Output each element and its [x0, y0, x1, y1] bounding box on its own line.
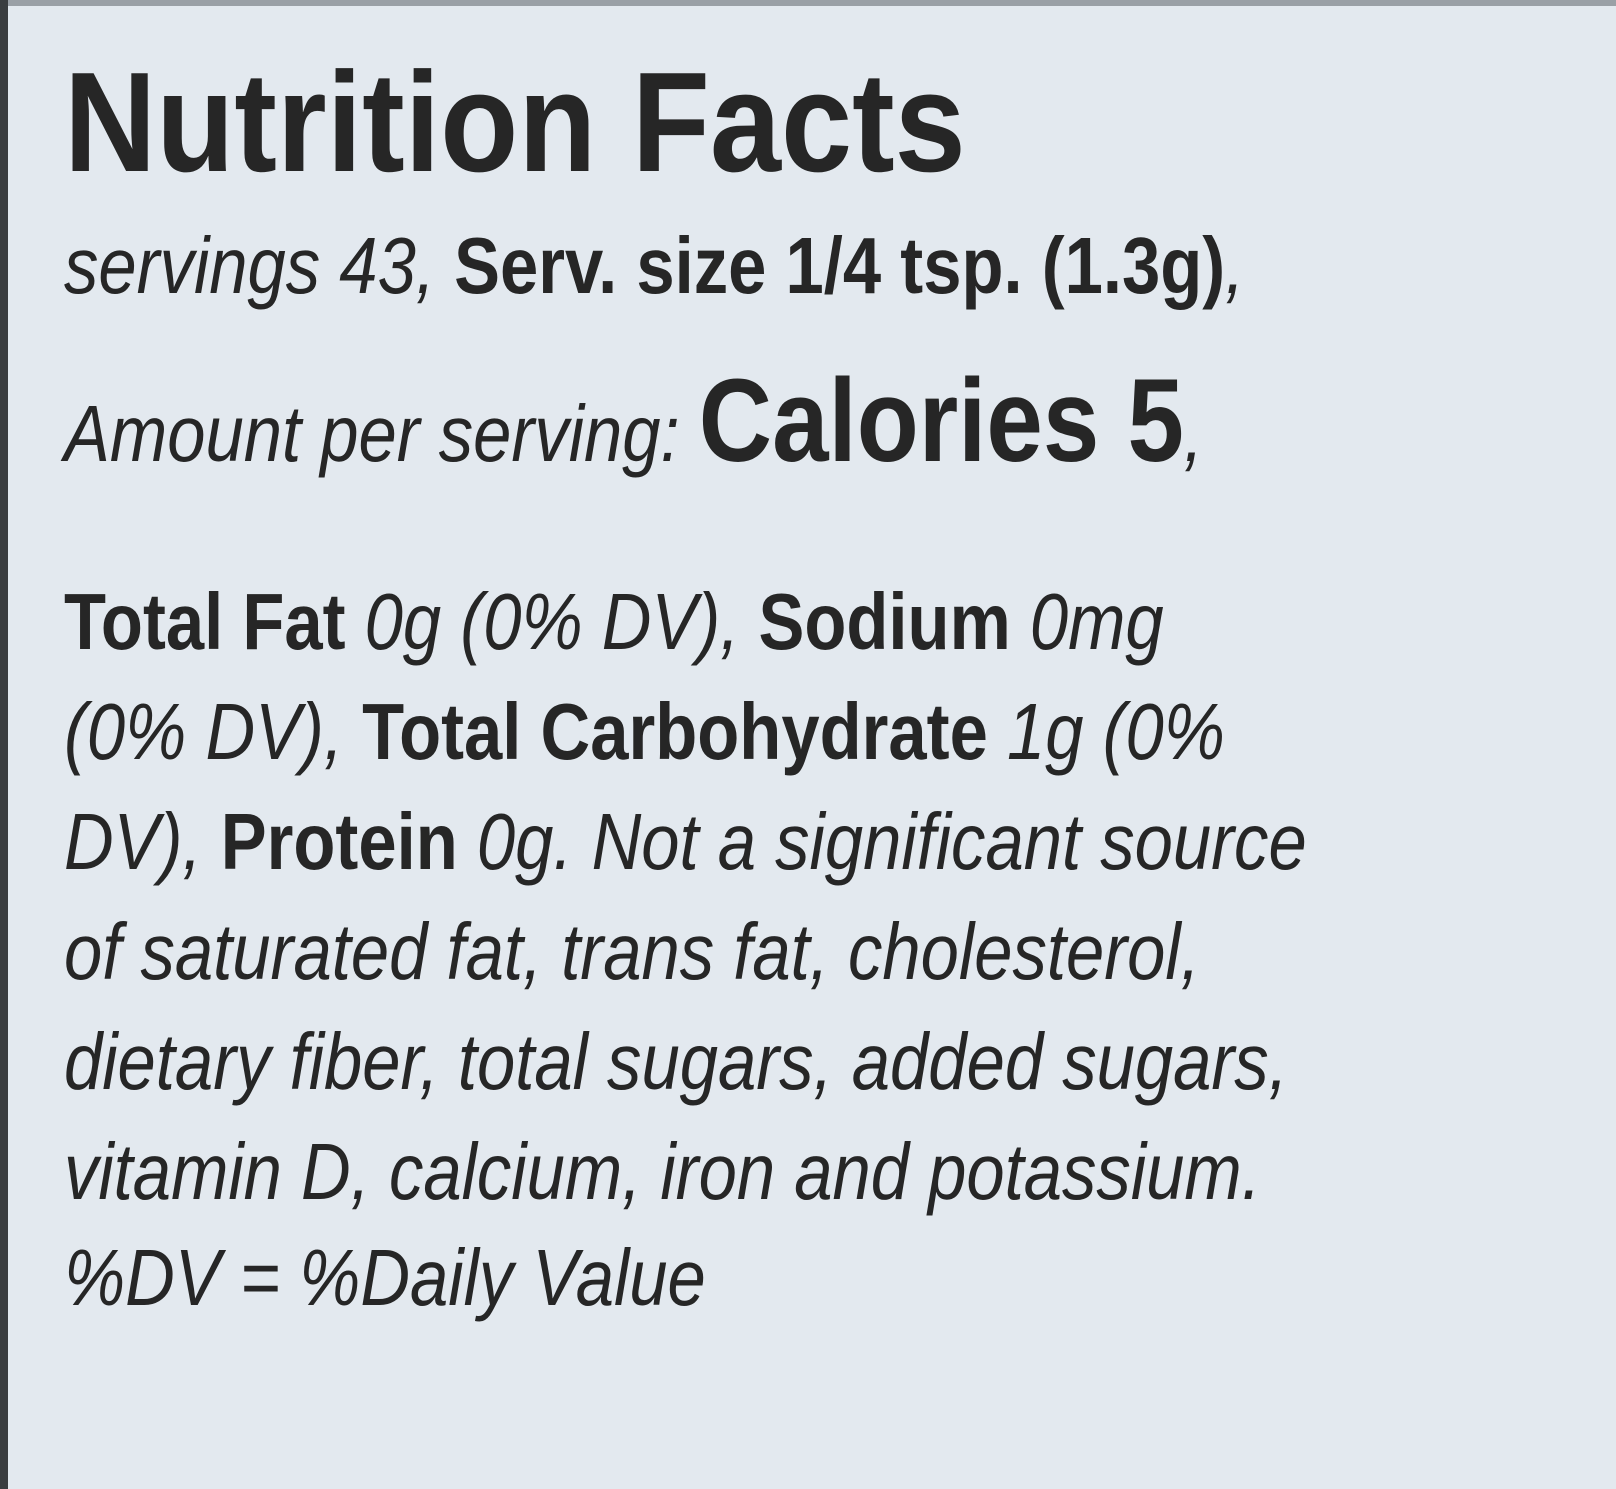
servings-line: servings 43, Serv. size 1/4 tsp. (1.3g), [64, 226, 1244, 306]
servings-suffix: , [1225, 221, 1245, 310]
sodium-value: 0mg [1029, 577, 1164, 666]
nutrient-line-3: DV), Protein 0g. Not a significant sourc… [64, 802, 1307, 882]
disclaimer-line-1: of saturated fat, trans fat, cholesterol… [64, 907, 1200, 996]
nutrition-title: Nutrition Facts [64, 43, 966, 202]
protein-value: 0g. Not a significant source [476, 797, 1307, 886]
carbohydrate-dv: DV), [64, 797, 221, 886]
dv-footnote: %DV = %Daily Value [64, 1233, 706, 1322]
sodium-label: Sodium [758, 577, 1030, 666]
disclaimer-line-3: vitamin D, calcium, iron and potassium. [64, 1127, 1261, 1216]
servings-count: servings 43, [64, 221, 455, 310]
serving-size: Serv. size 1/4 tsp. (1.3g) [454, 221, 1226, 310]
amount-line: Amount per serving: Calories 5, [64, 362, 1203, 480]
amount-per-serving: Amount per serving: [64, 389, 699, 478]
carbohydrate-value: 1g (0% [1006, 687, 1225, 776]
disclaimer-line-2: dietary fiber, total sugars, added sugar… [64, 1017, 1288, 1106]
amount-suffix: , [1183, 389, 1204, 478]
label-top-edge [0, 0, 1616, 6]
calories: Calories 5 [698, 355, 1184, 487]
nutrient-line-1: Total Fat 0g (0% DV), Sodium 0mg [64, 582, 1164, 662]
protein-label: Protein [220, 797, 477, 886]
total-fat-value: 0g (0% DV), [364, 577, 759, 666]
label-left-edge [0, 0, 8, 1489]
total-fat-label: Total Fat [64, 577, 365, 666]
nutrient-line-2: (0% DV), Total Carbohydrate 1g (0% [64, 692, 1225, 772]
carbohydrate-label: Total Carbohydrate [362, 687, 1007, 776]
sodium-dv: (0% DV), [64, 687, 363, 776]
